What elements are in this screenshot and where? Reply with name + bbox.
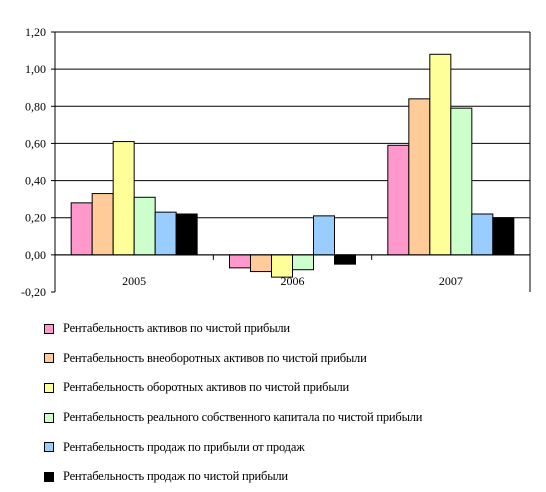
y-tick-label: 1,00 <box>25 62 46 76</box>
bar <box>70 202 93 256</box>
legend-label: Рентабельность оборотных активов по чист… <box>63 380 350 395</box>
legend-item: Рентабельность продаж по чистой прибыли <box>44 462 422 492</box>
y-tick-label: 0,00 <box>25 248 46 262</box>
bar <box>133 196 156 256</box>
legend-item: Рентабельность внеоборотных активов по ч… <box>44 344 422 374</box>
axes <box>51 31 531 293</box>
bar <box>387 144 410 256</box>
bars <box>70 53 515 278</box>
legend-item: Рентабельность активов по чистой прибыли <box>44 314 422 344</box>
bar <box>471 213 494 256</box>
y-tick-label: 0,80 <box>25 99 46 113</box>
legend-swatch <box>44 353 54 364</box>
x-tick-label: 2005 <box>122 274 146 288</box>
y-tick-label: -0,20 <box>21 285 46 299</box>
legend-label: Рентабельность продаж по чистой прибыли <box>63 469 288 484</box>
bar <box>408 98 431 256</box>
legend-swatch <box>44 323 54 334</box>
bar <box>492 217 515 256</box>
x-axis-tick-labels: 2005 2006 2007 <box>122 274 463 288</box>
bar <box>229 254 251 269</box>
legend-swatch <box>44 471 54 482</box>
legend-item: Рентабельность реального собственного ка… <box>44 403 422 433</box>
legend-label: Рентабельность активов по чистой прибыли <box>63 321 290 336</box>
legend-item: Рентабельность продаж по прибыли от прод… <box>44 432 422 462</box>
y-tick-label: 0,40 <box>25 174 46 188</box>
bar <box>175 213 198 256</box>
legend-swatch <box>44 382 54 393</box>
y-tick-label: 0,60 <box>25 136 46 150</box>
legend-item: Рентабельность оборотных активов по чист… <box>44 373 422 403</box>
x-tick-label: 2006 <box>281 274 305 288</box>
y-tick-label: 0,20 <box>25 211 46 225</box>
bar <box>154 211 177 256</box>
legend-swatch <box>44 442 54 453</box>
y-axis-tick-labels: -0,20 0,00 0,20 0,40 0,60 0,80 1,00 1,20 <box>21 25 46 299</box>
legend-label: Рентабельность реального собственного ка… <box>63 410 423 425</box>
legend-label: Рентабельность продаж по прибыли от прод… <box>63 439 305 454</box>
y-tick-label: 1,20 <box>25 25 46 39</box>
legend-label: Рентабельность внеоборотных активов по ч… <box>63 350 367 365</box>
bar <box>429 53 452 256</box>
x-tick-label: 2007 <box>439 274 463 288</box>
bar <box>313 215 335 256</box>
bar <box>91 193 114 256</box>
bar <box>334 254 356 265</box>
legend-swatch <box>44 412 54 423</box>
legend: Рентабельность активов по чистой прибыли… <box>44 314 422 492</box>
bar <box>450 107 473 256</box>
bar-chart: -0,200,000,200,400,600,801,001,20 2005 20… <box>21 25 531 299</box>
bar <box>112 141 135 256</box>
bar <box>292 254 314 271</box>
bar <box>250 254 272 273</box>
